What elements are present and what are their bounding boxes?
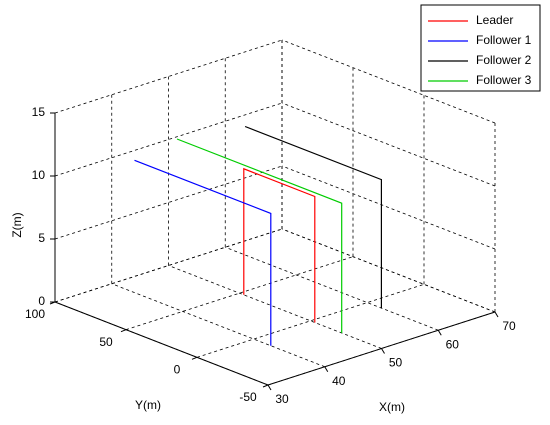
x-tick <box>267 384 272 391</box>
trajectory <box>244 125 382 309</box>
legend-label: Leader <box>476 13 513 27</box>
x-tick <box>494 311 499 318</box>
trajectory <box>176 138 343 333</box>
x-tick <box>437 329 442 336</box>
legend-label: Follower 2 <box>476 53 532 67</box>
y-axis <box>54 301 269 386</box>
y-tick-label: 50 <box>99 335 113 349</box>
legend-label: Follower 1 <box>476 33 532 47</box>
grid-line <box>225 246 439 331</box>
x-tick-label: 70 <box>502 319 516 333</box>
y-tick <box>191 356 198 360</box>
z-tick-label: 5 <box>38 231 45 245</box>
legend: Leader Follower 1 Follower 2 Follower 3 <box>420 4 541 92</box>
grid-line <box>168 265 382 349</box>
x-tick-label: 50 <box>389 356 403 370</box>
y-axis-label: Y(m) <box>135 398 161 412</box>
x-tick-label: 40 <box>332 374 346 388</box>
trajectory <box>243 167 316 323</box>
plot-lines <box>134 125 382 346</box>
z-tick-label: 10 <box>32 168 46 182</box>
x-axis-label: X(m) <box>379 400 405 414</box>
z-tick-label: 15 <box>32 105 46 119</box>
grid-line <box>54 39 283 114</box>
legend-box <box>420 4 541 92</box>
y-tick-label: 100 <box>25 307 45 321</box>
x-tick <box>324 366 329 373</box>
x-tick <box>381 348 385 354</box>
grid-line <box>281 39 496 124</box>
legend-label: Follower 3 <box>476 73 532 87</box>
y-tick-label: -50 <box>239 390 257 404</box>
grid-line <box>281 102 496 187</box>
grid-line <box>54 102 283 177</box>
grid-line <box>196 283 425 358</box>
x-tick-label: 30 <box>275 392 289 406</box>
x-tick-label: 60 <box>446 337 460 351</box>
grid-line <box>111 283 325 368</box>
z-axis-label: Z(m) <box>10 212 24 237</box>
trajectory <box>134 159 272 346</box>
y-tick <box>120 329 127 333</box>
y-tick <box>262 384 269 388</box>
z-tick-label: 0 <box>38 294 45 308</box>
y-tick-label: 0 <box>174 363 181 377</box>
grid-line <box>281 165 496 250</box>
grid-line <box>281 228 496 313</box>
